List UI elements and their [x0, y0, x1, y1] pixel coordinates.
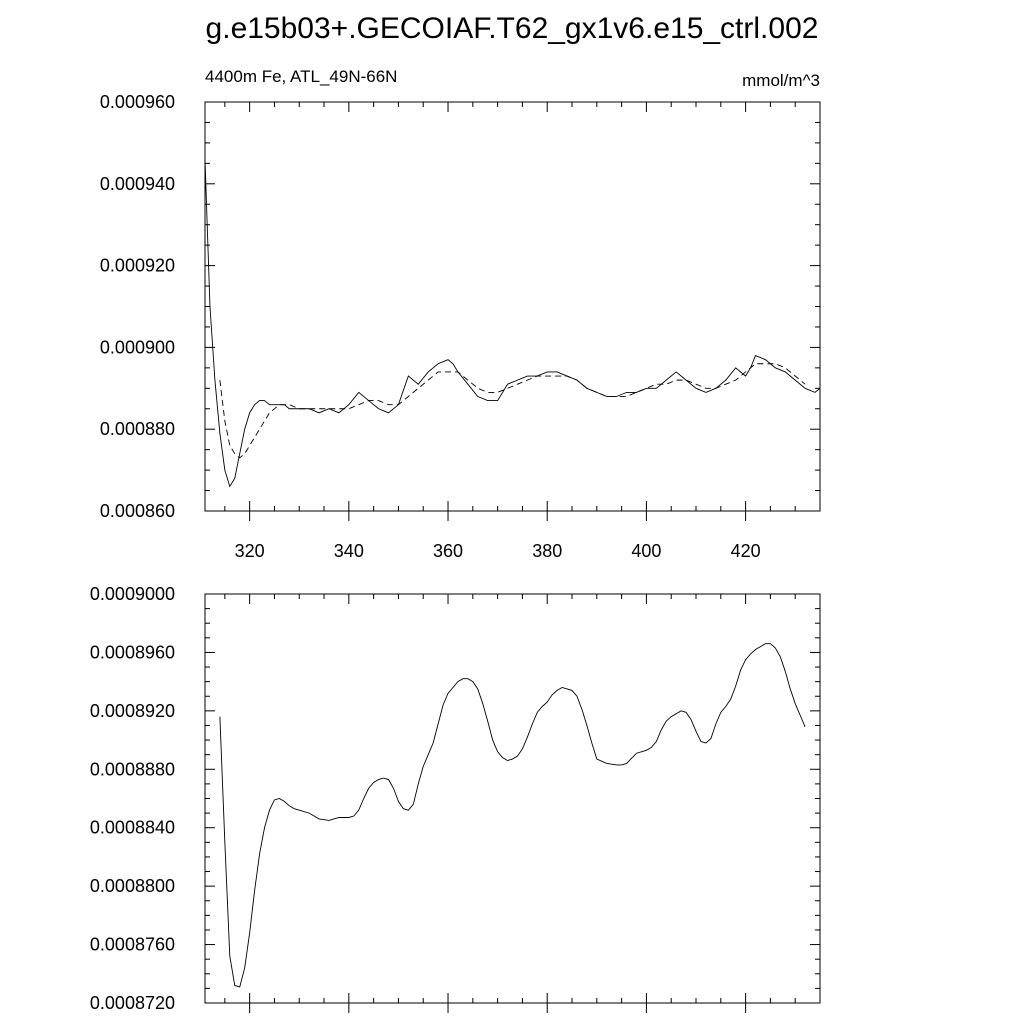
- bottom-panel: 0.0008720 0.0008760 0.0008800 0.0008840 0.00…: [90, 584, 821, 1013]
- y-tick-label: 0.0008880: [90, 759, 175, 779]
- figure-title: g.e15b03+.GECOIAF.T62_gx1v6.e15_ctrl.002: [206, 12, 819, 45]
- y-tick-label: 0.000900: [100, 337, 175, 357]
- x-tick-label: 360: [433, 541, 463, 561]
- top-panel: 4400m Fe, ATL_49N-66N mmol/m^3 0.0008600…: [100, 67, 821, 561]
- x-tick-label: 340: [334, 541, 364, 561]
- top-panel-ticks: [205, 101, 821, 521]
- series-line-dashed: [219, 363, 806, 459]
- y-tick-label: 0.000960: [100, 92, 175, 112]
- y-tick-label: 0.0008760: [90, 935, 175, 955]
- series-line-solid: [219, 643, 806, 988]
- series-line-solid: [204, 159, 821, 488]
- x-tick-label: 400: [631, 541, 661, 561]
- top-panel-frame: [204, 101, 821, 512]
- y-tick-label: 0.0009000: [90, 584, 175, 604]
- bottom-panel-tick-labels: 0.0008720 0.0008760 0.0008800 0.0008840 0.00…: [90, 584, 175, 1013]
- top-panel-tick-labels: 0.000860 0.000880 0.000900 0.000920 0.000940…: [100, 92, 761, 561]
- y-tick-label: 0.000940: [100, 174, 175, 194]
- y-tick-label: 0.0008840: [90, 818, 175, 838]
- y-tick-label: 0.000860: [100, 501, 175, 521]
- y-tick-label: 0.0008960: [90, 642, 175, 662]
- bottom-panel-frame: [204, 593, 821, 1004]
- y-tick-label: 0.0008920: [90, 701, 175, 721]
- x-tick-label: 420: [731, 541, 761, 561]
- x-tick-label: 380: [532, 541, 562, 561]
- y-tick-label: 0.0008720: [90, 993, 175, 1013]
- y-tick-label: 0.0008800: [90, 876, 175, 896]
- bottom-panel-series: [219, 643, 806, 988]
- y-tick-label: 0.000920: [100, 256, 175, 276]
- bottom-panel-ticks: [205, 593, 821, 1013]
- top-panel-subtitle-left: 4400m Fe, ATL_49N-66N: [205, 67, 397, 86]
- x-tick-label: 320: [235, 541, 265, 561]
- y-tick-label: 0.000880: [100, 419, 175, 439]
- top-panel-units: mmol/m^3: [742, 71, 820, 90]
- top-panel-series: [204, 159, 821, 488]
